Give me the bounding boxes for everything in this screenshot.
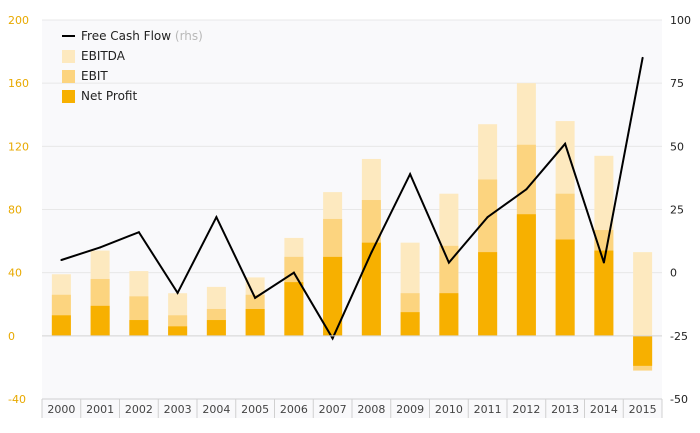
point-free-cash-flow-2011 [486,216,489,219]
bar-net-profit-2009 [400,312,420,336]
bar-net-profit-2008 [361,242,381,336]
y-right-tick-label: 50 [670,140,684,153]
bar-net-profit-2006 [284,282,304,336]
y-right-tick-label: 0 [670,267,677,280]
point-free-cash-flow-2013 [564,142,567,145]
point-free-cash-flow-2004 [215,216,218,219]
point-free-cash-flow-2012 [525,188,528,191]
legend-swatch [62,90,75,103]
x-tick-label: 2007 [319,403,347,416]
bar-net-profit-2011 [478,252,498,336]
y-left-tick-label: 40 [8,267,22,280]
bar-net-profit-2013 [555,239,575,336]
y-left-tick-label: 80 [8,204,22,217]
x-tick-label: 2005 [241,403,269,416]
axes: 2000 2001 2002 2003 2004 2005 2006 2007 2008 2009… [8,14,691,418]
x-tick-label: 2010 [435,403,463,416]
point-free-cash-flow-2006 [292,271,295,274]
y-right-tick-label: 100 [670,14,691,27]
x-tick-label: 2004 [202,403,230,416]
x-tick-label: 2000 [47,403,75,416]
bar-net-profit-2004 [206,320,226,336]
point-free-cash-flow-2000 [60,259,63,262]
y-left-tick-label: 120 [8,140,29,153]
x-tick-label: 2015 [629,403,657,416]
bar-net-profit-2015 [633,335,653,366]
point-free-cash-flow-2009 [409,173,412,176]
x-tick-label: 2014 [590,403,618,416]
y-right-tick-label: -50 [670,393,688,406]
x-tick-label: 2013 [551,403,579,416]
x-tick-label: 2011 [474,403,502,416]
legend-label: EBITDA [81,49,126,63]
bar-net-profit-2001 [90,305,110,336]
bar-net-profit-2003 [168,326,188,336]
y-right-tick-label: 75 [670,77,684,90]
legend: Free Cash Flow (rhs) EBITDA EBIT Net Profit [62,29,203,103]
point-free-cash-flow-2015 [641,56,644,59]
bar-net-profit-2002 [129,320,149,336]
line-free-cash-flow [61,57,644,341]
y-left-tick-label: 0 [8,330,15,343]
point-free-cash-flow-2005 [254,296,257,299]
y-left-tick-label: 160 [8,77,29,90]
legend-item-ebit: EBIT [62,69,108,83]
legend-label-suffix: (rhs) [175,29,203,43]
point-free-cash-flow-2001 [99,246,102,249]
bar-net-profit-2005 [245,308,265,336]
point-free-cash-flow-2010 [447,261,450,264]
y-right-tick-label: -25 [670,330,688,343]
point-free-cash-flow-2007 [331,337,334,340]
x-tick-label: 2002 [125,403,153,416]
y-left-tick-label: 200 [8,14,29,27]
bar-net-profit-2000 [51,315,71,336]
legend-swatch [62,70,75,83]
bar-net-profit-2012 [516,214,536,336]
bars [51,83,653,371]
y-right-tick-label: 25 [670,204,684,217]
bar-net-profit-2007 [323,256,343,336]
point-free-cash-flow-2003 [176,291,179,294]
legend-item-ebitda: EBITDA [62,49,126,63]
point-free-cash-flow-2014 [602,261,605,264]
legend-label: Net Profit [81,89,137,103]
point-free-cash-flow-2002 [137,231,140,234]
bar-net-profit-2010 [439,293,459,336]
legend-item-net-profit: Net Profit [62,89,137,103]
x-tick-label: 2003 [164,403,192,416]
point-free-cash-flow-2008 [370,251,373,254]
bar-net-profit-2014 [594,250,614,336]
x-tick-label: 2006 [280,403,308,416]
x-tick-label: 2009 [396,403,424,416]
legend-label: EBIT [81,69,108,83]
fcf-line-group [60,56,644,341]
legend-item-free-cash-flow: Free Cash Flow (rhs) [62,29,203,43]
legend-swatch [62,50,75,63]
x-tick-label: 2008 [357,403,385,416]
x-tick-label: 2001 [86,403,114,416]
x-tick-label: 2012 [512,403,540,416]
bar-ebitda-2015 [633,252,653,336]
y-left-tick-label: -40 [8,393,26,406]
legend-label: Free Cash Flow (rhs) [81,29,203,43]
